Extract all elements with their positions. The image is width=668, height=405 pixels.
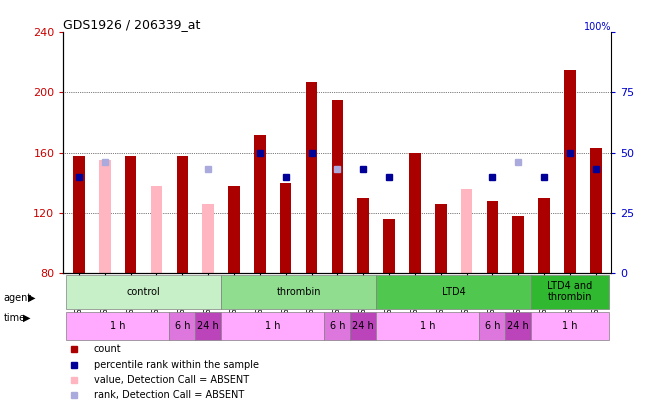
Text: 24 h: 24 h (507, 321, 529, 331)
Bar (195, 312, 221, 340)
Bar (376, 275, 531, 309)
Text: 6 h: 6 h (484, 321, 500, 331)
Text: 24 h: 24 h (352, 321, 374, 331)
Bar (435, 204, 446, 273)
Bar (325, 312, 350, 340)
Bar (306, 82, 317, 273)
Text: 1 h: 1 h (110, 321, 126, 331)
Text: value, Detection Call = ABSENT: value, Detection Call = ABSENT (94, 375, 248, 385)
Bar (99, 160, 111, 273)
Bar (66, 312, 170, 340)
Bar (331, 100, 343, 273)
Bar (228, 185, 240, 273)
Text: time: time (3, 313, 25, 323)
Text: 24 h: 24 h (197, 321, 219, 331)
Bar (221, 275, 376, 309)
Text: rank, Detection Call = ABSENT: rank, Detection Call = ABSENT (94, 390, 244, 401)
Bar (376, 312, 480, 340)
Bar (221, 312, 325, 340)
Text: 6 h: 6 h (329, 321, 345, 331)
Text: 1 h: 1 h (562, 321, 578, 331)
Text: 1 h: 1 h (265, 321, 281, 331)
Text: thrombin: thrombin (277, 287, 321, 296)
Text: control: control (127, 287, 160, 296)
Bar (151, 185, 162, 273)
Bar (538, 198, 550, 273)
Bar (66, 275, 221, 309)
Bar (409, 153, 421, 273)
Bar (357, 198, 369, 273)
Text: 6 h: 6 h (174, 321, 190, 331)
Bar (176, 156, 188, 273)
Bar (480, 312, 505, 340)
Bar (254, 134, 266, 273)
Bar (486, 200, 498, 273)
Text: LTD4 and
thrombin: LTD4 and thrombin (547, 281, 593, 303)
Text: ▶: ▶ (23, 313, 30, 323)
Bar (170, 312, 195, 340)
Bar (531, 312, 609, 340)
Bar (564, 70, 576, 273)
Bar (202, 204, 214, 273)
Text: ▶: ▶ (28, 293, 35, 303)
Bar (280, 183, 291, 273)
Text: agent: agent (3, 293, 31, 303)
Bar (505, 312, 531, 340)
Bar (461, 189, 472, 273)
Bar (350, 312, 376, 340)
Text: count: count (94, 344, 121, 354)
Bar (73, 156, 85, 273)
Text: 1 h: 1 h (420, 321, 436, 331)
Text: percentile rank within the sample: percentile rank within the sample (94, 360, 259, 369)
Bar (383, 219, 395, 273)
Text: GDS1926 / 206339_at: GDS1926 / 206339_at (63, 18, 201, 31)
Text: LTD4: LTD4 (442, 287, 466, 296)
Bar (531, 275, 609, 309)
Text: 100%: 100% (584, 22, 611, 32)
Bar (590, 148, 601, 273)
Bar (512, 215, 524, 273)
Bar (125, 156, 136, 273)
